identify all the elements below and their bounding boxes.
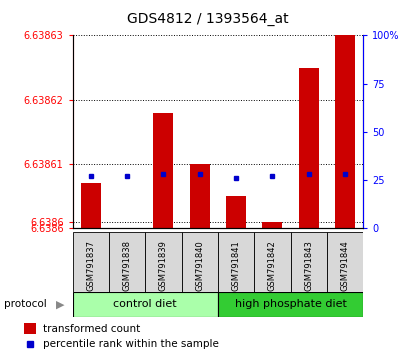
Bar: [290, 232, 327, 292]
Text: GSM791843: GSM791843: [304, 240, 313, 291]
Bar: [335, 35, 355, 228]
Bar: [109, 232, 145, 292]
Text: GSM791842: GSM791842: [268, 240, 277, 291]
Bar: [262, 222, 282, 228]
Bar: [73, 292, 218, 317]
Bar: [24, 324, 36, 334]
Bar: [154, 113, 173, 228]
Bar: [218, 292, 363, 317]
Text: ▶: ▶: [56, 299, 64, 309]
Text: control diet: control diet: [113, 299, 177, 309]
Text: percentile rank within the sample: percentile rank within the sample: [43, 339, 219, 349]
Bar: [254, 232, 290, 292]
Bar: [145, 232, 181, 292]
Text: GDS4812 / 1393564_at: GDS4812 / 1393564_at: [127, 12, 288, 27]
Text: GSM791841: GSM791841: [232, 240, 241, 291]
Bar: [181, 232, 218, 292]
Text: protocol: protocol: [4, 299, 47, 309]
Bar: [190, 164, 210, 228]
Bar: [299, 68, 319, 228]
Text: GSM791838: GSM791838: [122, 240, 132, 291]
Bar: [73, 232, 109, 292]
Bar: [327, 232, 363, 292]
Bar: [81, 183, 101, 228]
Text: high phosphate diet: high phosphate diet: [234, 299, 347, 309]
Bar: [218, 232, 254, 292]
Text: GSM791837: GSM791837: [86, 240, 95, 291]
Text: GSM791840: GSM791840: [195, 240, 204, 291]
Text: GSM791844: GSM791844: [340, 240, 349, 291]
Bar: [226, 196, 246, 228]
Text: GSM791839: GSM791839: [159, 240, 168, 291]
Text: transformed count: transformed count: [43, 324, 141, 334]
